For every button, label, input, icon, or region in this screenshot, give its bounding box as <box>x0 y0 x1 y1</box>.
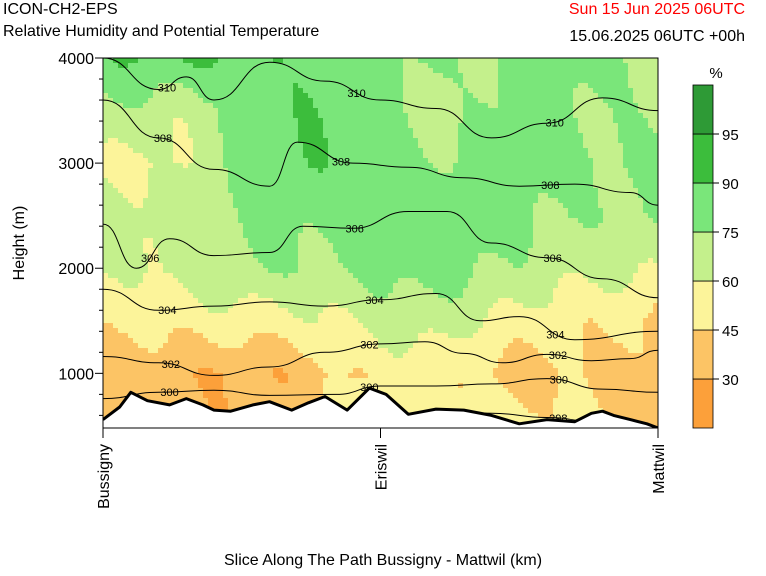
colorbar-label: 75 <box>722 225 739 242</box>
contour-label-308: 308 <box>332 157 350 169</box>
contour-label-306: 306 <box>345 223 363 235</box>
contour-label-302: 302 <box>162 359 180 371</box>
contour-label-308: 308 <box>541 180 559 192</box>
model-name: ICON-CH2-EPS <box>3 1 118 18</box>
x-axis: Bussigny Eriswil Mattwil <box>96 428 668 509</box>
terrain-fill <box>103 388 658 428</box>
contour-label-304: 304 <box>365 295 383 307</box>
theta-contour-300 <box>103 378 658 400</box>
contour-label-302: 302 <box>360 339 378 351</box>
y-axis: 1000 2000 3000 4000 <box>58 51 103 416</box>
colorbar-label: 95 <box>722 127 739 144</box>
colorbar-label: 45 <box>722 323 739 340</box>
colorbar-label: 60 <box>722 274 739 291</box>
x-tick-label: Mattwil <box>651 444 668 494</box>
contour-label-308: 308 <box>154 133 172 145</box>
contour-label-310: 310 <box>546 117 564 129</box>
chart-subtitle: Relative Humidity and Potential Temperat… <box>3 23 320 40</box>
contour-label-310: 310 <box>347 88 365 100</box>
y-tick-label: 1000 <box>58 366 94 383</box>
y-axis-label: Height (m) <box>11 206 28 281</box>
theta-contour-308 <box>103 99 658 206</box>
colorbar: 30 45 60 75 90 95 <box>692 84 739 429</box>
y-tick-label: 4000 <box>58 51 94 68</box>
y-tick-label: 2000 <box>58 261 94 278</box>
contour-label-302: 302 <box>549 350 567 362</box>
colorbar-swatch <box>692 133 714 184</box>
theta-contour-302 <box>103 341 658 376</box>
x-tick-label: Bussigny <box>96 444 113 509</box>
colorbar-swatch <box>692 329 714 380</box>
contour-label-304: 304 <box>158 305 176 317</box>
x-tick-label: Eriswil <box>374 444 391 490</box>
contour-label-306: 306 <box>141 253 159 265</box>
contour-label-310: 310 <box>158 82 176 94</box>
contour-label-304: 304 <box>546 329 564 341</box>
theta-contour-304 <box>103 288 658 341</box>
contour-label-300: 300 <box>550 374 568 386</box>
theta-contour-306 <box>103 211 658 299</box>
valid-time: Sun 15 Jun 2025 06UTC <box>568 1 745 18</box>
contour-label-300: 300 <box>160 387 178 399</box>
colorbar-swatch <box>692 378 714 429</box>
x-axis-label: Slice Along The Path Bussigny - Mattwil … <box>223 552 543 569</box>
colorbar-swatch <box>692 84 714 135</box>
y-tick-label: 3000 <box>58 156 94 173</box>
terrain-line <box>103 386 658 428</box>
theta-contour-310 <box>103 58 658 139</box>
colorbar-swatch <box>692 231 714 282</box>
colorbar-swatch <box>692 182 714 233</box>
colorbar-swatch <box>692 280 714 331</box>
colorbar-label: 90 <box>722 176 739 193</box>
colorbar-label: 30 <box>722 372 739 389</box>
terrain-profile <box>103 386 658 428</box>
colorbar-unit: % <box>709 65 722 82</box>
init-time: 15.06.2025 06UTC +00h <box>569 28 745 45</box>
contour-label-306: 306 <box>544 253 562 265</box>
